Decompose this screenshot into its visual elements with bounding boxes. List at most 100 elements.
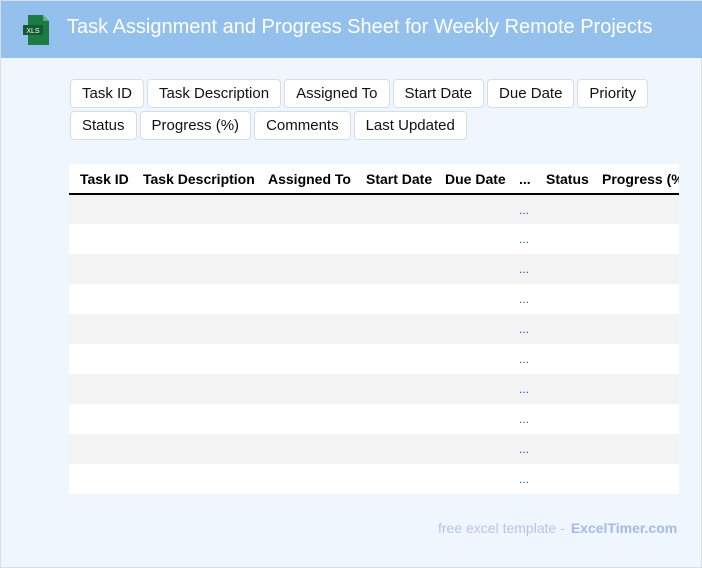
table-cell[interactable]: ... — [508, 434, 535, 464]
table-cell[interactable] — [355, 194, 434, 224]
table-cell[interactable] — [591, 194, 679, 224]
table-cell[interactable] — [355, 404, 434, 434]
table-cell[interactable]: ... — [508, 194, 535, 224]
table-cell[interactable] — [591, 464, 679, 494]
table-cell[interactable] — [69, 284, 132, 314]
table-cell[interactable] — [69, 374, 132, 404]
table-cell[interactable] — [257, 404, 355, 434]
table-cell[interactable] — [132, 254, 257, 284]
table-cell[interactable] — [434, 344, 508, 374]
chip-comments[interactable]: Comments — [254, 111, 351, 140]
table-cell[interactable] — [434, 194, 508, 224]
table-cell[interactable]: ... — [519, 232, 530, 246]
table-cell[interactable] — [132, 284, 257, 314]
table-cell[interactable]: ... — [519, 412, 530, 426]
table-cell[interactable] — [69, 404, 132, 434]
table-cell[interactable] — [591, 314, 679, 344]
col-task-description[interactable]: Task Description — [132, 164, 257, 195]
table-cell[interactable] — [257, 344, 355, 374]
table-cell[interactable] — [69, 314, 132, 344]
table-cell[interactable] — [535, 254, 591, 284]
col-status[interactable]: Status — [535, 164, 591, 195]
table-cell[interactable] — [535, 284, 591, 314]
chip-start-date[interactable]: Start Date — [392, 79, 485, 108]
table-cell[interactable] — [132, 464, 257, 494]
table-row: ... — [69, 284, 679, 314]
table-cell[interactable] — [132, 434, 257, 464]
table-cell[interactable] — [535, 224, 591, 254]
table-cell[interactable] — [69, 464, 132, 494]
table-cell[interactable] — [69, 254, 132, 284]
table-cell[interactable] — [257, 434, 355, 464]
table-cell[interactable] — [434, 404, 508, 434]
chip-assigned-to[interactable]: Assigned To — [284, 79, 390, 108]
table-cell[interactable] — [257, 374, 355, 404]
table-cell[interactable] — [355, 374, 434, 404]
table-cell[interactable] — [434, 224, 508, 254]
table-cell[interactable] — [132, 224, 257, 254]
table-cell[interactable]: ... — [519, 352, 530, 366]
table-cell[interactable] — [132, 314, 257, 344]
table-cell[interactable] — [591, 344, 679, 374]
chip-priority[interactable]: Priority — [577, 79, 649, 108]
table-cell[interactable] — [132, 404, 257, 434]
table-cell[interactable] — [535, 434, 591, 464]
table-cell[interactable] — [535, 404, 591, 434]
table-cell[interactable] — [535, 194, 591, 224]
col-task-id[interactable]: Task ID — [69, 164, 132, 195]
table-cell[interactable] — [132, 374, 257, 404]
table-cell[interactable] — [591, 434, 679, 464]
table-cell[interactable] — [355, 224, 434, 254]
col-start-date[interactable]: Start Date — [355, 164, 434, 195]
table-cell[interactable] — [257, 284, 355, 314]
table-cell[interactable] — [355, 314, 434, 344]
table-cell[interactable]: ... — [508, 314, 535, 344]
table-cell[interactable] — [434, 284, 508, 314]
table-cell[interactable] — [591, 284, 679, 314]
table-cell[interactable] — [69, 434, 132, 464]
table-cell[interactable] — [257, 314, 355, 344]
table-cell[interactable] — [355, 464, 434, 494]
table-cell[interactable] — [257, 464, 355, 494]
table-cell[interactable] — [434, 254, 508, 284]
table-cell[interactable] — [355, 284, 434, 314]
table-cell[interactable] — [535, 314, 591, 344]
chip-last-updated[interactable]: Last Updated — [353, 111, 467, 140]
table-cell[interactable] — [132, 344, 257, 374]
table-cell[interactable] — [69, 224, 132, 254]
table-cell[interactable] — [132, 194, 257, 224]
col-progress[interactable]: Progress (%) — [591, 164, 679, 195]
chip-progress[interactable]: Progress (%) — [139, 111, 252, 140]
table-cell[interactable] — [591, 404, 679, 434]
table-cell[interactable] — [434, 464, 508, 494]
footer-brand-link[interactable]: ExcelTimer.com — [570, 520, 678, 536]
chip-due-date[interactable]: Due Date — [487, 79, 575, 108]
table-cell[interactable] — [355, 434, 434, 464]
table-cell[interactable] — [535, 344, 591, 374]
col-assigned-to[interactable]: Assigned To — [257, 164, 355, 195]
table-cell[interactable] — [257, 194, 355, 224]
table-cell[interactable] — [591, 374, 679, 404]
table-cell[interactable] — [591, 254, 679, 284]
table-cell[interactable] — [355, 344, 434, 374]
chip-status[interactable]: Status — [70, 111, 137, 140]
table-cell[interactable] — [535, 374, 591, 404]
table-cell[interactable] — [69, 194, 132, 224]
table-cell[interactable] — [535, 464, 591, 494]
chip-task-description[interactable]: Task Description — [147, 79, 282, 108]
table-cell[interactable]: ... — [519, 472, 530, 486]
table-cell[interactable] — [69, 344, 132, 374]
table-cell[interactable]: ... — [519, 292, 530, 306]
table-cell[interactable] — [434, 314, 508, 344]
table-cell[interactable] — [434, 374, 508, 404]
table-cell[interactable] — [257, 224, 355, 254]
table-cell[interactable]: ... — [508, 374, 535, 404]
table-cell[interactable] — [355, 254, 434, 284]
table-cell[interactable] — [257, 254, 355, 284]
col-due-date[interactable]: Due Date — [434, 164, 508, 195]
table-cell[interactable] — [434, 434, 508, 464]
chip-task-id[interactable]: Task ID — [70, 79, 145, 108]
table-cell[interactable]: ... — [508, 254, 535, 284]
col-ellipsis[interactable]: ... — [508, 164, 535, 195]
table-cell[interactable] — [591, 224, 679, 254]
